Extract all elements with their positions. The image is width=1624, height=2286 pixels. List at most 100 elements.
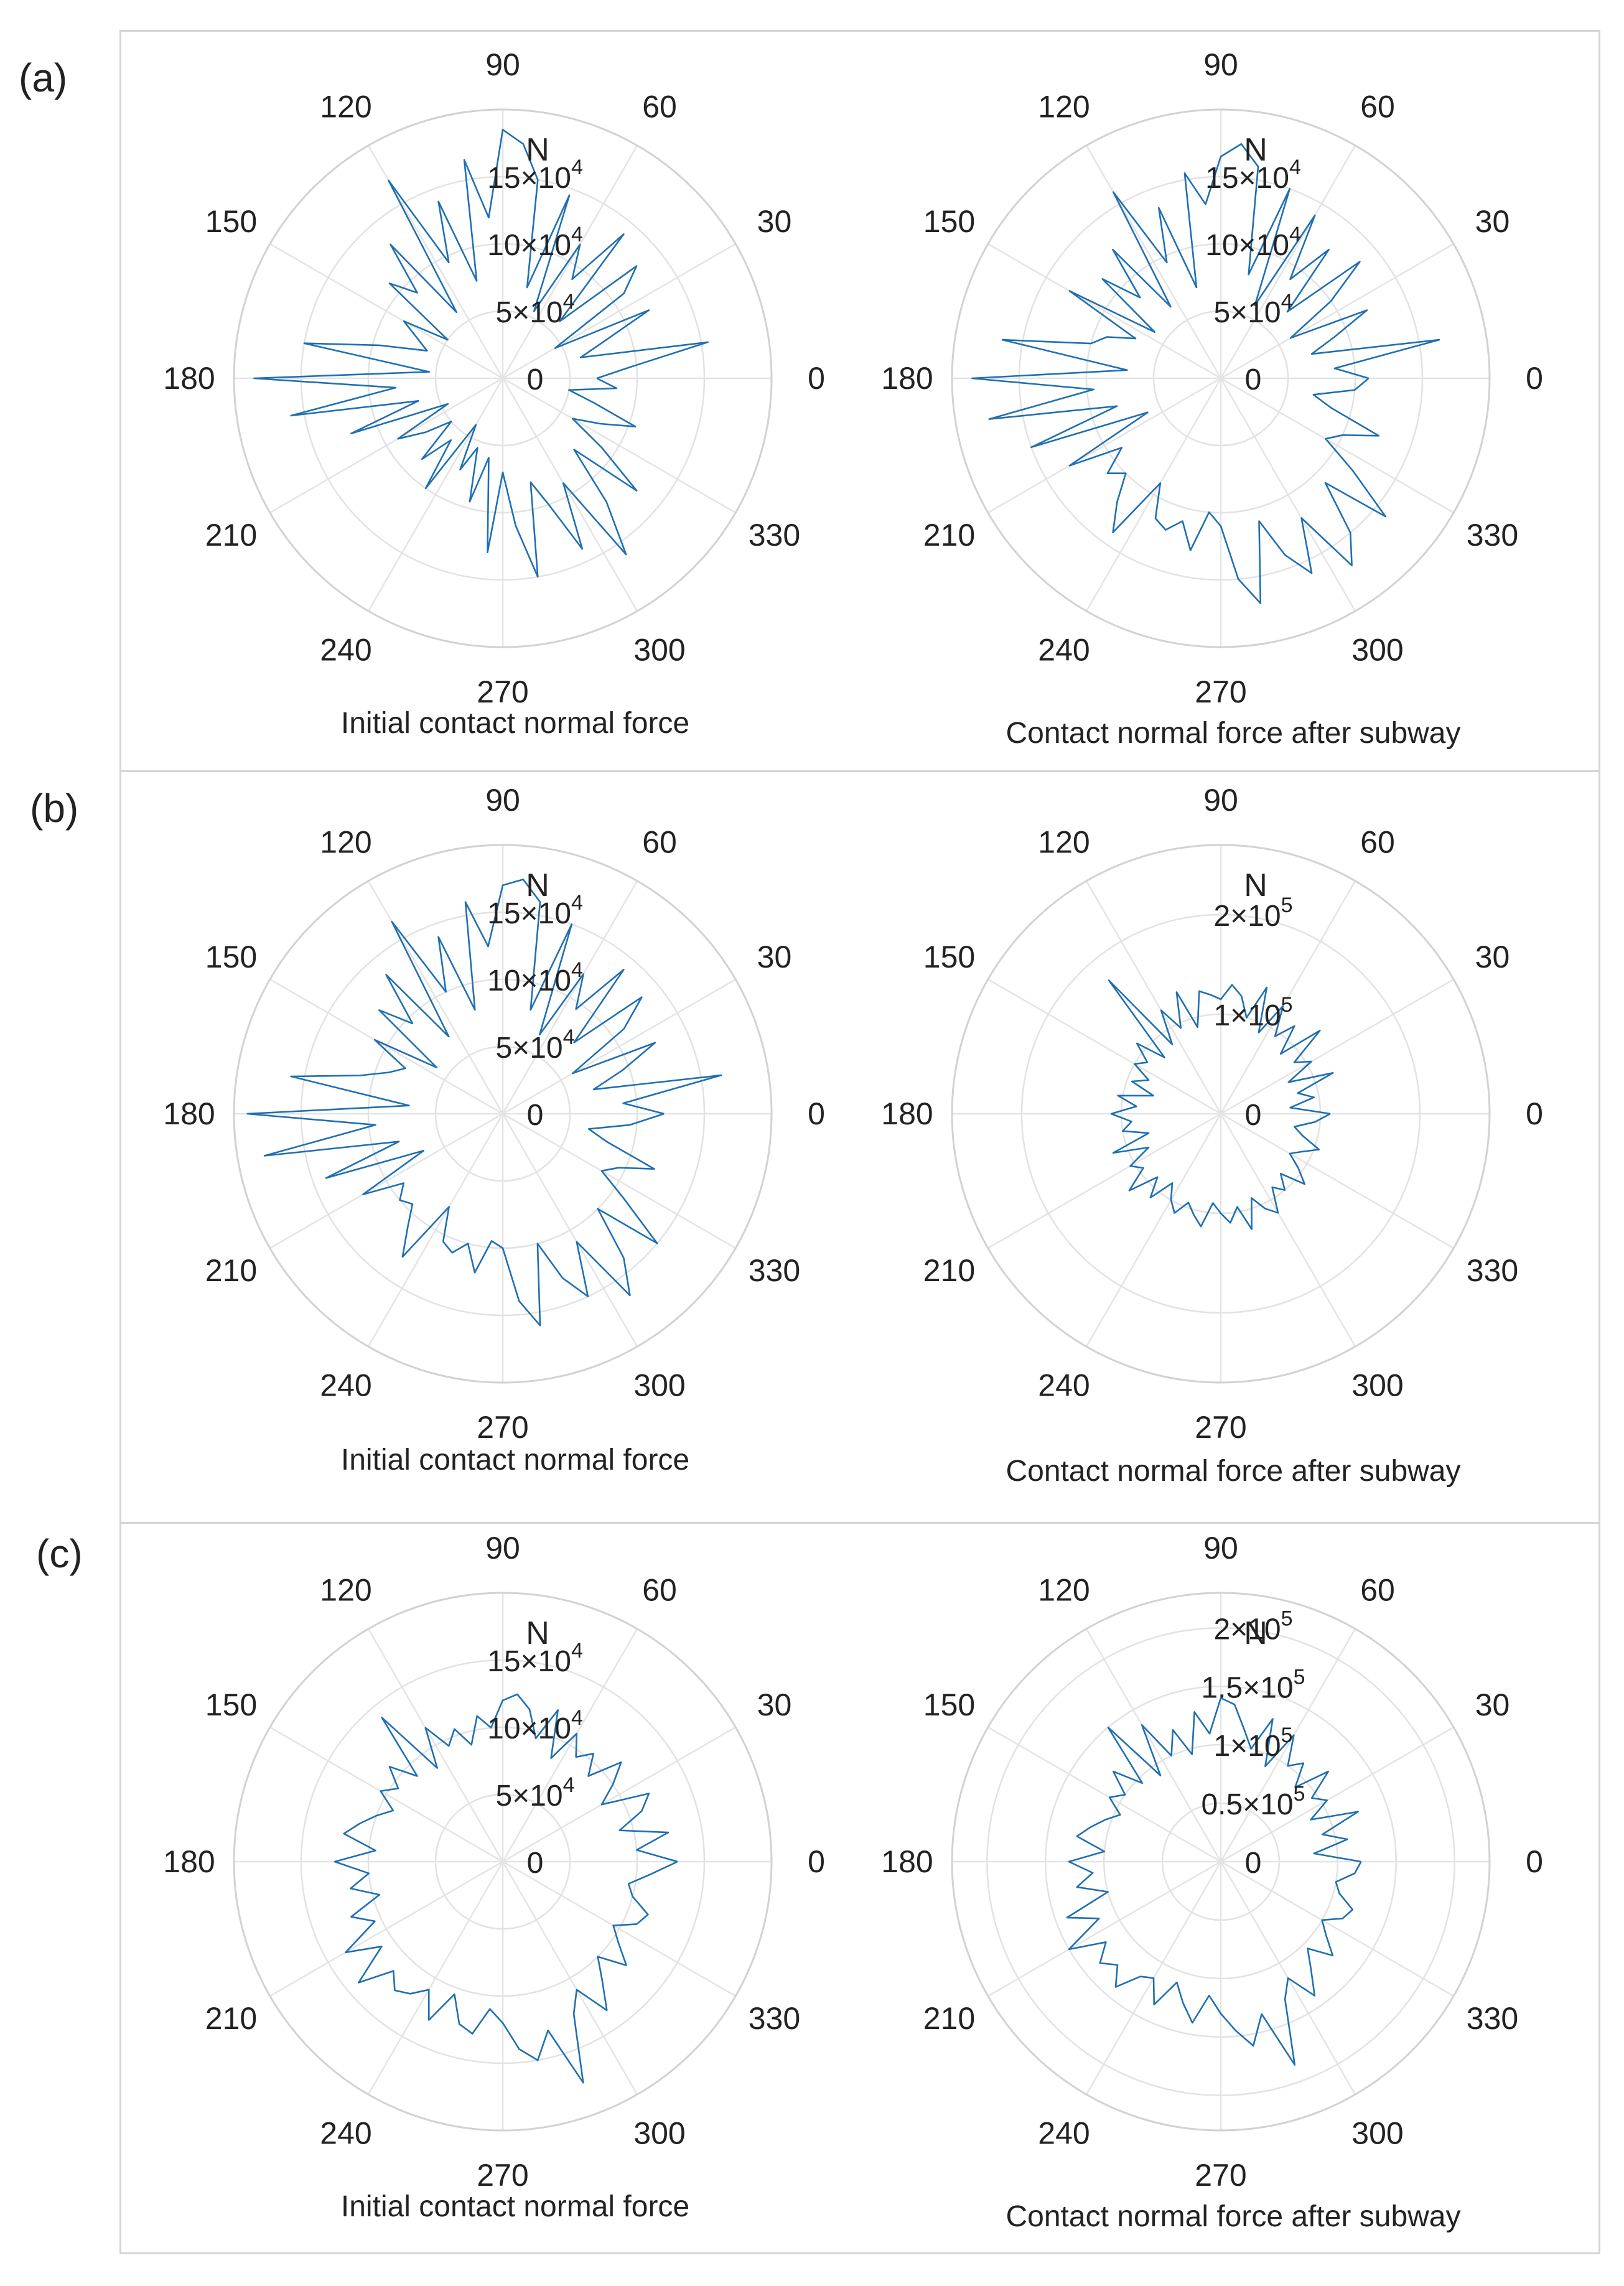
radial-tick-label: 5×104: [495, 290, 574, 329]
outer-ring: [951, 844, 1491, 1384]
ring-gridline: [300, 1659, 706, 2064]
angle-tick-label: 0: [1526, 1096, 1543, 1131]
angle-tick-label: 240: [1038, 1368, 1090, 1402]
spoke-gridline: [1220, 1113, 1356, 1347]
spoke-gridline: [987, 1860, 1221, 1997]
angle-tick-label: 90: [485, 47, 520, 82]
angle-tick-label: 330: [749, 1253, 800, 1288]
radial-tick-label: 5×104: [1213, 290, 1292, 329]
angle-tick-label: 300: [1351, 2116, 1403, 2150]
angle-tick-label: 0: [808, 1844, 825, 1879]
ring-gridline: [367, 1726, 638, 1997]
angle-tick-label: 180: [881, 361, 933, 396]
radial-tick-label: 5×104: [495, 1025, 574, 1065]
unit-label: N: [1244, 867, 1267, 903]
series-line: [334, 1693, 678, 2084]
angle-tick-label: 300: [1351, 1368, 1403, 1402]
angle-tick-label: 180: [163, 1096, 215, 1131]
outer-ring: [233, 108, 773, 648]
ring-gridline: [1103, 1743, 1339, 1980]
angle-tick-label: 210: [205, 1253, 257, 1288]
radial-tick-label: 5×104: [495, 1773, 574, 1812]
angle-tick-label: 210: [205, 2001, 257, 2036]
angle-tick-label: 150: [205, 204, 257, 239]
radial-tick-label: 0: [527, 363, 544, 396]
angle-tick-label: 270: [1195, 2158, 1246, 2193]
chart-caption: Initial contact normal force: [341, 1444, 689, 1477]
ring-gridline: [986, 1627, 1455, 2096]
series-line: [253, 129, 709, 578]
radial-tick-label: 10×104: [1205, 223, 1301, 262]
angle-tick-label: 120: [320, 90, 371, 124]
polar-chart-6: 0 30 60 90 120 150 180 210 240 270 300 330 0 0.5×105 1…: [881, 1531, 1543, 2233]
ring-gridline: [300, 175, 706, 581]
ring-gridline: [367, 243, 638, 514]
ring-gridline: [1045, 1686, 1397, 2038]
spoke-gridline: [987, 978, 1221, 1115]
angle-tick-label: 60: [642, 90, 677, 124]
radial-tick-label: 2×105: [1213, 1607, 1292, 1646]
angle-tick-label: 0: [808, 1096, 825, 1131]
radial-tick-label: 10×104: [487, 223, 583, 262]
angle-tick-label: 30: [757, 204, 792, 239]
angle-tick-label: 60: [642, 825, 677, 860]
spoke-gridline: [1220, 1113, 1454, 1249]
angle-tick-label: 240: [1038, 2116, 1090, 2150]
angle-tick-label: 300: [633, 632, 685, 667]
angle-tick-label: 330: [749, 518, 800, 553]
angle-tick-label: 240: [320, 2116, 371, 2150]
angle-tick-label: 270: [1195, 674, 1246, 709]
row-label-c: (c): [36, 1531, 83, 1576]
radial-tick-label: 0.5×105: [1201, 1782, 1305, 1821]
angle-tick-label: 90: [1203, 1531, 1238, 1565]
angle-tick-label: 120: [1038, 1573, 1090, 1608]
row-separator-ab: [119, 770, 1600, 772]
series-line: [1108, 979, 1334, 1230]
angle-tick-label: 30: [1475, 940, 1510, 974]
outer-ring: [951, 108, 1491, 648]
angle-tick-label: 180: [163, 1844, 215, 1879]
unit-label: N: [1244, 132, 1267, 168]
polar-chart-4: 0 30 60 90 120 150 180 210 240 270 300 330 0 1×105 2×1…: [881, 783, 1543, 1488]
polar-chart-5: 0 30 60 90 120 150 180 210 240 270 300 330 0 5×104 10×…: [163, 1531, 825, 2223]
angle-tick-label: 270: [477, 674, 528, 709]
radial-tick-label: 15×104: [487, 156, 583, 195]
angle-tick-label: 210: [205, 518, 257, 553]
spoke-gridline: [1220, 978, 1454, 1115]
spoke-gridline: [987, 1726, 1221, 1863]
series-line: [1066, 1697, 1362, 2066]
angle-tick-label: 330: [749, 2001, 800, 2036]
angle-tick-label: 210: [923, 2001, 975, 2036]
angle-tick-label: 150: [923, 940, 975, 974]
chart-caption: Initial contact normal force: [341, 707, 689, 740]
angle-tick-label: 120: [320, 825, 371, 860]
unit-label: N: [526, 1615, 549, 1651]
radial-tick-label: 0: [527, 1099, 544, 1132]
ring-gridline: [300, 911, 706, 1317]
angle-tick-label: 240: [320, 632, 371, 667]
angle-tick-label: 150: [923, 1687, 975, 1722]
angle-tick-label: 150: [205, 940, 257, 974]
ring-gridline: [1020, 913, 1421, 1314]
series-line: [246, 879, 722, 1327]
angle-tick-label: 330: [1467, 1253, 1518, 1288]
row-label-b: (b): [30, 786, 79, 831]
chart-caption: Contact normal force after subway: [1006, 1455, 1461, 1488]
radial-tick-label: 2×105: [1213, 893, 1292, 933]
angle-tick-label: 180: [163, 361, 215, 396]
polar-chart-3: 0 30 60 90 120 150 180 210 240 270 300 330 0 5×104 10×…: [163, 783, 825, 1477]
row-separator-bc: [119, 1522, 1600, 1524]
angle-tick-label: 180: [881, 1096, 933, 1131]
spoke-gridline: [1220, 1628, 1356, 1862]
spoke-gridline: [1085, 1628, 1222, 1862]
angle-tick-label: 0: [808, 361, 825, 396]
unit-label: N: [1244, 1615, 1267, 1651]
spoke-gridline: [1220, 1860, 1454, 1997]
spoke-gridline: [987, 1113, 1221, 1249]
row-label-a: (a): [19, 55, 68, 100]
angle-tick-label: 120: [320, 1573, 371, 1608]
ring-gridline: [1152, 310, 1289, 447]
radial-tick-label: 10×104: [487, 1706, 583, 1745]
unit-label: N: [526, 867, 549, 903]
